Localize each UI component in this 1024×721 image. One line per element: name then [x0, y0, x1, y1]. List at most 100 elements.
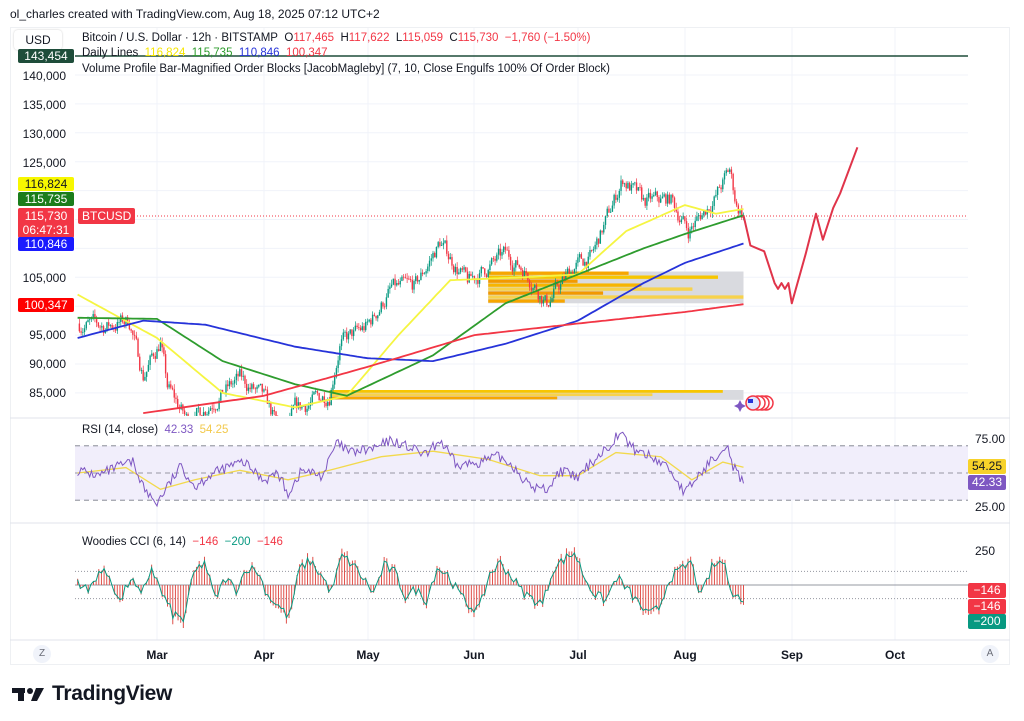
candle-body	[396, 283, 398, 286]
candle-body	[128, 324, 131, 330]
candle-body	[216, 409, 219, 411]
candle-body	[273, 410, 275, 412]
candle-body	[183, 410, 186, 415]
candle-body	[237, 373, 239, 377]
candle-body	[711, 206, 714, 213]
candle-body	[418, 280, 420, 282]
candle-body	[140, 370, 143, 371]
candle-body	[311, 394, 313, 403]
rsi-scale-75: 75.00	[975, 432, 1006, 446]
daily-line-red-value: 100,347	[285, 47, 328, 59]
order-blocks-legend[interactable]: Volume Profile Bar-Magnified Order Block…	[82, 63, 610, 75]
zoom-reset-button[interactable]: Z	[33, 645, 51, 663]
candle-body	[332, 384, 334, 390]
candle-body	[661, 196, 664, 199]
candle-body	[620, 180, 622, 191]
candle-body	[606, 208, 608, 217]
candle-body	[166, 373, 169, 388]
candle-body	[503, 246, 505, 253]
rsi-name: RSI (14, close)	[82, 424, 159, 436]
rsi-legend[interactable]: RSI (14, close) 42.33 54.25	[82, 424, 228, 436]
candle-body	[471, 275, 474, 277]
symbol-title[interactable]: Bitcoin / U.S. Dollar · 12h · BITSTAMP	[82, 32, 278, 44]
candle-body	[651, 196, 653, 199]
candle-body	[394, 278, 396, 286]
candle-body	[263, 389, 265, 392]
candle-body	[135, 335, 137, 339]
candle-body	[240, 369, 243, 377]
candle-body	[202, 412, 205, 416]
candle-body	[270, 403, 272, 415]
candle-body	[220, 389, 222, 401]
candle-body	[494, 258, 496, 261]
candle-body	[516, 260, 519, 265]
cci-legend[interactable]: Woodies CCI (6, 14) −146 −200 −146	[82, 536, 283, 548]
candle-body	[654, 191, 657, 196]
candle-body	[639, 187, 641, 189]
candle-body	[646, 197, 648, 206]
candle-body	[359, 327, 362, 331]
candle-body	[333, 376, 336, 385]
candle-body	[485, 274, 488, 278]
candle-body	[509, 256, 512, 266]
candle-body	[641, 187, 643, 200]
candle-body	[416, 276, 419, 282]
candle-body	[392, 278, 395, 285]
candle-body	[542, 300, 545, 304]
candle-body	[282, 429, 283, 431]
candle-body	[559, 284, 562, 290]
candle-body	[197, 407, 200, 409]
volume-profile-bar	[488, 287, 693, 291]
open-value: 117,465	[293, 32, 335, 44]
candle-body	[615, 194, 617, 200]
economic-events-icon	[734, 395, 774, 412]
candle-body	[565, 273, 567, 279]
cci-value-1: −146	[192, 536, 219, 548]
rsi-pane	[75, 431, 968, 508]
change-value: −1,760 (−1.50%)	[504, 32, 591, 44]
candle-body	[697, 215, 700, 217]
candle-body	[530, 287, 533, 291]
ma-line-green	[77, 214, 744, 397]
candle-body	[387, 288, 389, 298]
candle-body	[682, 216, 684, 220]
candle-body	[102, 326, 105, 333]
candle-body	[423, 273, 426, 275]
candle-body	[159, 342, 162, 351]
month-label: Mar	[146, 648, 168, 662]
candle-body	[256, 386, 258, 390]
candle-body	[627, 182, 629, 189]
daily-lines-legend[interactable]: Daily Lines 116,824 115,735 110,846 100,…	[82, 47, 328, 59]
candle-body	[647, 192, 650, 198]
candle-body	[632, 183, 634, 185]
month-label: Aug	[673, 648, 697, 662]
candle-body	[242, 375, 244, 377]
candle-body	[137, 338, 139, 357]
candle-body	[492, 258, 495, 260]
candle-body	[89, 319, 91, 321]
candle-body	[108, 322, 110, 326]
candle-body	[92, 314, 94, 318]
candle-body	[95, 317, 98, 323]
candle-body	[604, 216, 607, 225]
candle-body	[663, 194, 665, 197]
rsi-ma-tag: 54.25	[968, 459, 1006, 474]
candle-body	[171, 387, 174, 390]
candle-body	[408, 278, 410, 280]
cci-scale-250: 250	[975, 544, 996, 558]
auto-scale-button[interactable]: A	[981, 645, 999, 663]
candle-body	[484, 268, 486, 275]
candle-body	[739, 209, 741, 214]
daily-line-yellow-value: 116,824	[144, 47, 186, 59]
currency-button[interactable]: USD	[14, 30, 62, 50]
low-label: L	[395, 32, 403, 44]
volume-profile-bar	[488, 299, 565, 303]
candle-body	[637, 187, 639, 191]
candle-body	[352, 330, 355, 337]
candle-body	[540, 295, 543, 304]
rsi-tag: 42.33	[968, 475, 1006, 490]
candle-body	[520, 267, 522, 271]
candle-body	[456, 266, 458, 275]
candle-body	[147, 364, 150, 372]
